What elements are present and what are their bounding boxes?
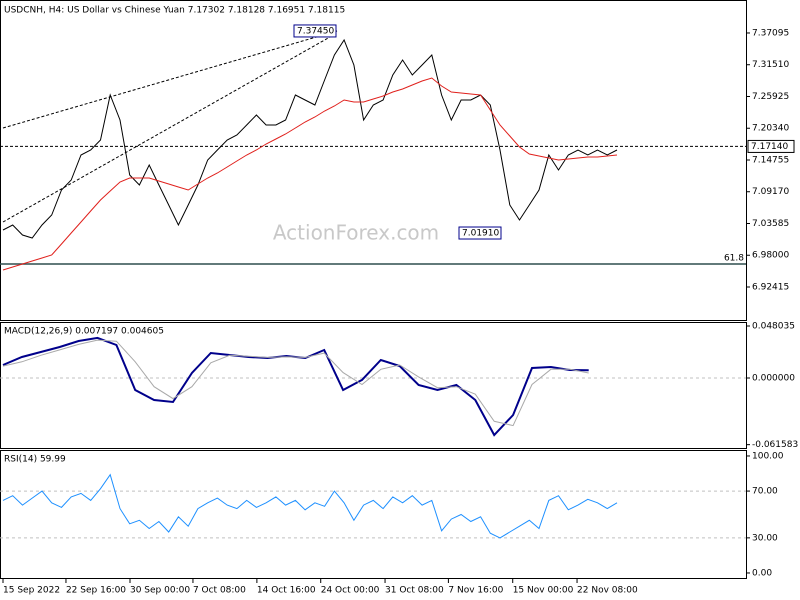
panel-title: MACD(12,26,9) 0.007197 0.004605 [4,327,164,337]
x-tick-label: 24 Oct 00:00 [321,586,380,596]
x-tick-label: 22 Sep 16:00 [66,586,126,596]
series-line [2,339,589,427]
y-tick-label: 7.37095 [752,28,789,38]
panel-title: RSI(14) 59.99 [4,455,66,465]
y-tick-label: 7.09170 [752,187,789,197]
y-tick-label: 30.00 [752,533,778,543]
trend-line [2,32,338,223]
y-tick-label: 7.20340 [752,124,789,134]
series-line [2,473,618,539]
y-tick-label: 6.92415 [752,282,789,292]
y-tick-label: 100.00 [752,451,784,461]
annotation-label: 7.01910 [462,229,499,239]
y-tick-label: 7.25925 [752,92,789,102]
y-tick-label: 7.31510 [752,60,789,70]
y-tick-label: 70.00 [752,487,778,497]
main-panel [0,0,747,321]
current-price-label: 7.17140 [751,142,788,152]
x-tick-label: 15 Sep 2022 [3,586,60,596]
y-tick-label: 6.98000 [752,251,789,261]
annotation-box [458,226,502,240]
x-tick-label: 22 Nov 08:00 [577,586,638,596]
annotation-label: 7.37450 [297,26,334,36]
y-tick-label: 7.14755 [752,155,789,165]
x-tick-label: 7 Oct 08:00 [193,586,246,596]
y-tick-label: 0.000000 [752,373,795,383]
trend-line [2,30,338,129]
x-tick-label: 31 Oct 08:00 [385,586,444,596]
y-tick-label: 0.00 [752,568,772,578]
x-tick-label: 14 Oct 16:00 [257,586,316,596]
rsi-panel [0,450,747,579]
x-tick-label: 15 Nov 00:00 [513,586,574,596]
series-line [2,38,618,239]
current-price-box [747,139,795,153]
series-line [2,77,618,271]
watermark: ActionForex.com [273,221,439,245]
x-tick-label: 7 Nov 16:00 [448,586,503,596]
panel-title: USDCNH, H4: US Dollar vs Chinese Yuan 7.… [4,6,345,16]
y-tick-label: 7.03585 [752,219,789,229]
macd-panel [0,322,747,449]
annotation-box [293,24,337,38]
fib-label: 61.8 [724,254,744,264]
x-tick-label: 30 Sep 00:00 [130,586,190,596]
y-tick-label: 0.048035 [752,321,795,331]
y-tick-label: -0.061583 [752,440,798,450]
